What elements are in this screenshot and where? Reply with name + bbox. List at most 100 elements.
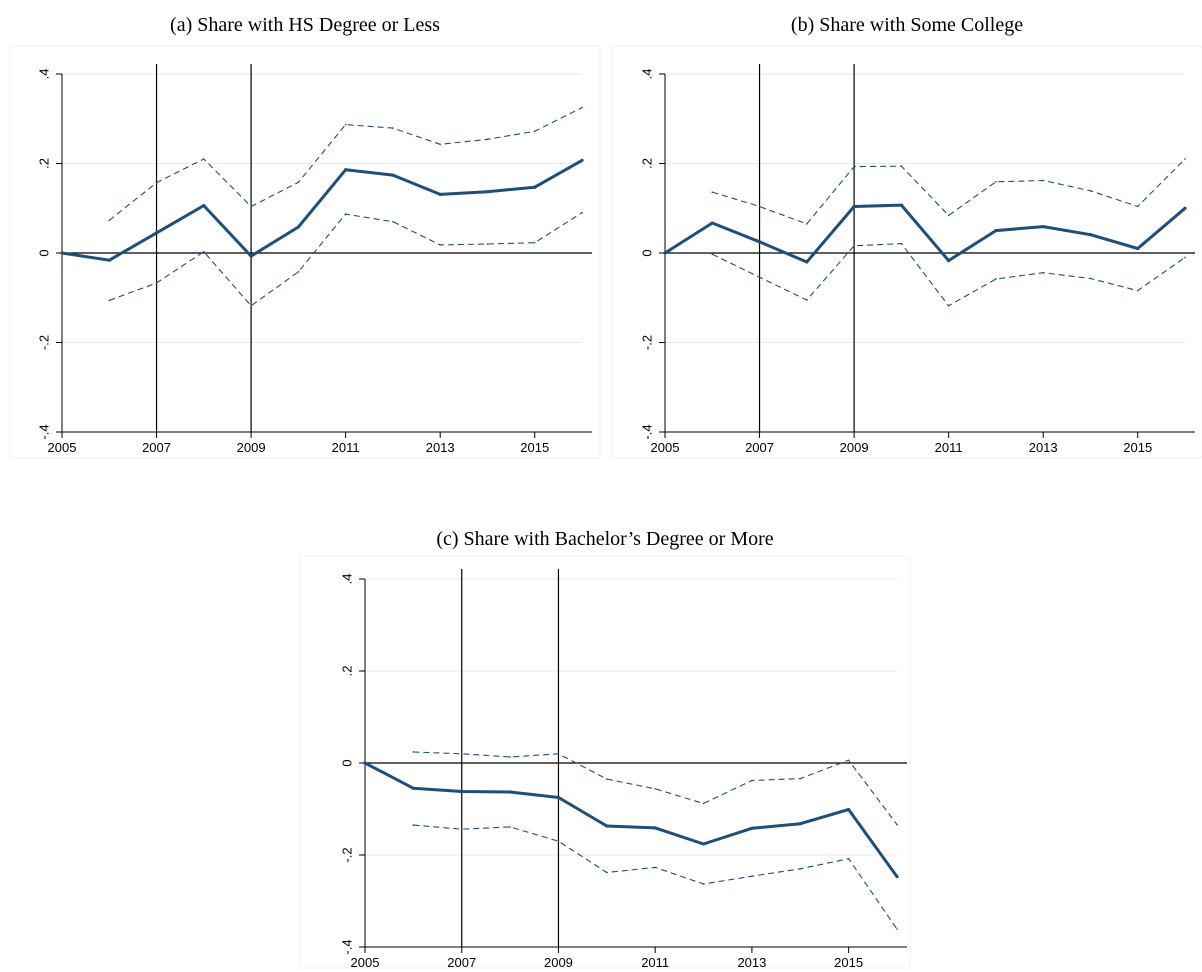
data-point-estimate — [296, 225, 300, 229]
y-tick-label: -.4 — [640, 424, 655, 439]
data-point-upper — [155, 181, 158, 184]
series-line-lower — [413, 824, 898, 930]
data-point-lower — [847, 857, 850, 860]
series-line-upper — [413, 751, 898, 825]
x-tick-label: 2007 — [447, 955, 476, 970]
data-point-upper — [460, 753, 463, 755]
data-point-lower — [297, 270, 300, 273]
panel-a: -.4 -.2 0 .2 .4 2005 2007 2009 2011 2013 2015 — [9, 45, 601, 459]
data-point-estimate — [107, 258, 111, 262]
data-point-upper — [344, 123, 347, 126]
data-point-estimate — [485, 190, 490, 194]
data-point-lower — [344, 213, 347, 215]
data-point-estimate — [460, 789, 464, 794]
data-point-estimate — [798, 822, 802, 826]
x-tick-label: 2005 — [48, 440, 77, 455]
data-point-upper — [1089, 189, 1092, 192]
data-point-estimate — [947, 259, 951, 263]
data-point-lower — [557, 840, 560, 842]
data-point-upper — [758, 205, 761, 208]
y-tick-label: 0 — [640, 249, 655, 256]
data-point-upper — [1184, 158, 1186, 160]
data-point-lower — [751, 875, 753, 877]
data-point-lower — [533, 241, 536, 244]
data-point-lower — [799, 868, 802, 870]
data-point-upper — [900, 165, 903, 167]
y-tick-label: .2 — [640, 158, 655, 169]
data-point-upper — [799, 777, 802, 780]
y-tick-label: -.2 — [340, 847, 355, 862]
panel-c: -.4 -.2 0 .2 .4 2005 2007 2009 2011 2013 2015 — [299, 555, 911, 970]
data-point-estimate — [202, 203, 206, 208]
data-point-upper — [896, 823, 898, 826]
data-point-lower — [203, 250, 205, 253]
data-point-upper — [847, 759, 850, 762]
data-point-estimate — [580, 158, 584, 162]
data-point-estimate — [805, 260, 809, 264]
data-point-estimate — [994, 229, 998, 233]
y-tick-label: .4 — [37, 69, 52, 80]
data-point-lower — [460, 828, 463, 831]
data-point-lower — [606, 871, 608, 874]
data-point-lower — [108, 299, 111, 302]
data-point-estimate — [852, 204, 856, 209]
data-point-upper — [203, 158, 205, 160]
data-point-lower — [1042, 271, 1044, 274]
data-point-lower — [392, 220, 394, 223]
data-point-lower — [896, 928, 898, 930]
data-point-upper — [250, 205, 252, 208]
data-point-upper — [108, 219, 111, 222]
data-point-estimate — [1041, 224, 1045, 229]
panel-b-frame — [611, 45, 1202, 459]
data-point-upper — [297, 181, 300, 184]
x-tick-label: 2005 — [351, 955, 380, 970]
data-point-upper — [1136, 205, 1139, 208]
x-tick-label: 2011 — [935, 440, 963, 455]
panel-c-frame — [299, 555, 911, 969]
x-tick-label: 2009 — [237, 440, 266, 455]
data-point-estimate — [653, 826, 657, 830]
data-point-upper — [702, 802, 705, 805]
data-point-estimate — [847, 807, 851, 812]
data-point-lower — [711, 253, 714, 256]
y-tick-label: 0 — [340, 759, 355, 766]
data-point-estimate — [899, 203, 903, 207]
panel-b-title: (b) Share with Some College — [790, 14, 1024, 36]
data-point-lower — [412, 824, 415, 826]
data-point-estimate — [895, 875, 899, 879]
data-point-estimate — [1183, 206, 1187, 210]
x-tick-label: 2007 — [745, 440, 774, 455]
panel-c-title: (c) Share with Bachelor’s Degree or More — [436, 528, 774, 550]
series-line-estimate — [664, 203, 1186, 264]
y-tick-label: -.4 — [340, 939, 355, 954]
data-point-estimate — [556, 795, 561, 800]
data-point-lower — [155, 282, 158, 284]
data-point-estimate — [508, 790, 512, 794]
data-point-upper — [995, 181, 997, 183]
data-point-lower — [486, 243, 489, 245]
data-point-estimate — [750, 826, 754, 830]
y-tick-label: 0 — [37, 249, 52, 256]
data-point-estimate — [60, 251, 64, 255]
panel-a-title: (a) Share with HS Degree or Less — [170, 14, 440, 36]
data-point-estimate — [1088, 233, 1093, 237]
data-point-estimate — [757, 240, 762, 244]
data-point-estimate — [154, 231, 159, 235]
x-tick-label: 2005 — [651, 440, 680, 455]
y-tick-label: -.2 — [37, 335, 52, 350]
data-point-estimate — [249, 254, 253, 258]
data-point-upper — [606, 778, 608, 780]
x-tick-label: 2015 — [834, 955, 863, 970]
data-point-lower — [995, 278, 997, 280]
y-tick-label: .2 — [340, 666, 355, 677]
data-point-upper — [654, 787, 656, 790]
data-point-upper — [392, 127, 394, 129]
x-tick-label: 2015 — [520, 440, 549, 455]
data-point-lower — [758, 276, 761, 278]
data-point-upper — [509, 756, 511, 758]
data-point-upper — [439, 143, 441, 146]
data-point-upper — [806, 223, 808, 225]
data-point-lower — [1136, 289, 1139, 292]
data-point-lower — [581, 211, 583, 214]
